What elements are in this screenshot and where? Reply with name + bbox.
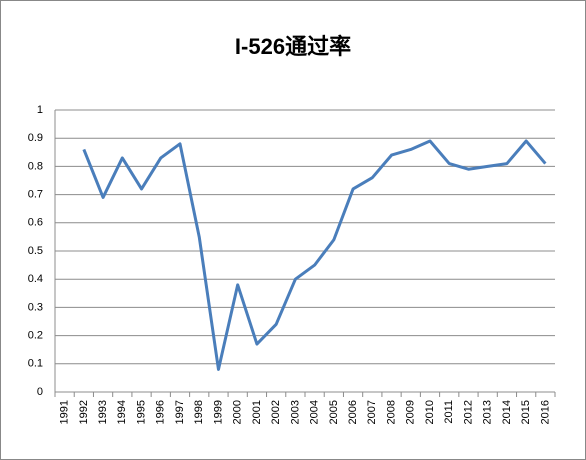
x-tick-label: 2005 [328, 400, 340, 424]
x-tick-label: 2012 [462, 400, 474, 424]
x-tick-label: 2015 [520, 400, 532, 424]
x-tick-label: 2000 [232, 400, 244, 424]
y-tick-label: 0.2 [28, 330, 43, 342]
x-tick-label: 2011 [443, 400, 455, 424]
x-tick-label: 2004 [309, 400, 321, 424]
y-tick-label: 0.5 [28, 245, 43, 257]
x-tick-label: 2001 [251, 400, 263, 424]
x-tick-label: 2002 [270, 400, 282, 424]
x-tick-label: 1992 [78, 400, 90, 424]
y-tick-label: 0.1 [28, 358, 43, 370]
y-tick-label: 0.3 [28, 301, 43, 313]
x-tick-label: 2013 [482, 400, 494, 424]
x-tick-label: 1994 [116, 400, 128, 424]
y-tick-label: 0.4 [28, 273, 43, 285]
data-line [82, 139, 547, 371]
y-tick-label: 0 [37, 386, 43, 398]
chart-title: I-526通过率 [235, 34, 351, 59]
x-tick-label: 1996 [155, 400, 167, 424]
x-tick-label: 2006 [347, 400, 359, 424]
y-tick-label: 1 [37, 104, 43, 116]
y-tick-label: 0.7 [28, 189, 43, 201]
x-tick-label: 1999 [212, 400, 224, 424]
y-tick-label: 0.8 [28, 160, 43, 172]
x-tick-label: 2010 [424, 400, 436, 424]
x-tick-label: 1991 [59, 400, 71, 424]
x-tick-label: 1995 [135, 400, 147, 424]
x-tick-label: 1997 [174, 400, 186, 424]
x-tick-label: 2016 [539, 400, 551, 424]
x-tick-label: 1993 [97, 400, 109, 424]
x-tick-label: 2003 [289, 400, 301, 424]
x-tick-label: 2009 [405, 400, 417, 424]
x-tick-label: 2007 [366, 400, 378, 424]
x-tick-label: 1998 [193, 400, 205, 424]
x-tick-label: 2014 [501, 400, 513, 424]
y-tick-label: 0.9 [28, 132, 43, 144]
x-tick-label: 2008 [385, 400, 397, 424]
y-tick-label: 0.6 [28, 217, 43, 229]
